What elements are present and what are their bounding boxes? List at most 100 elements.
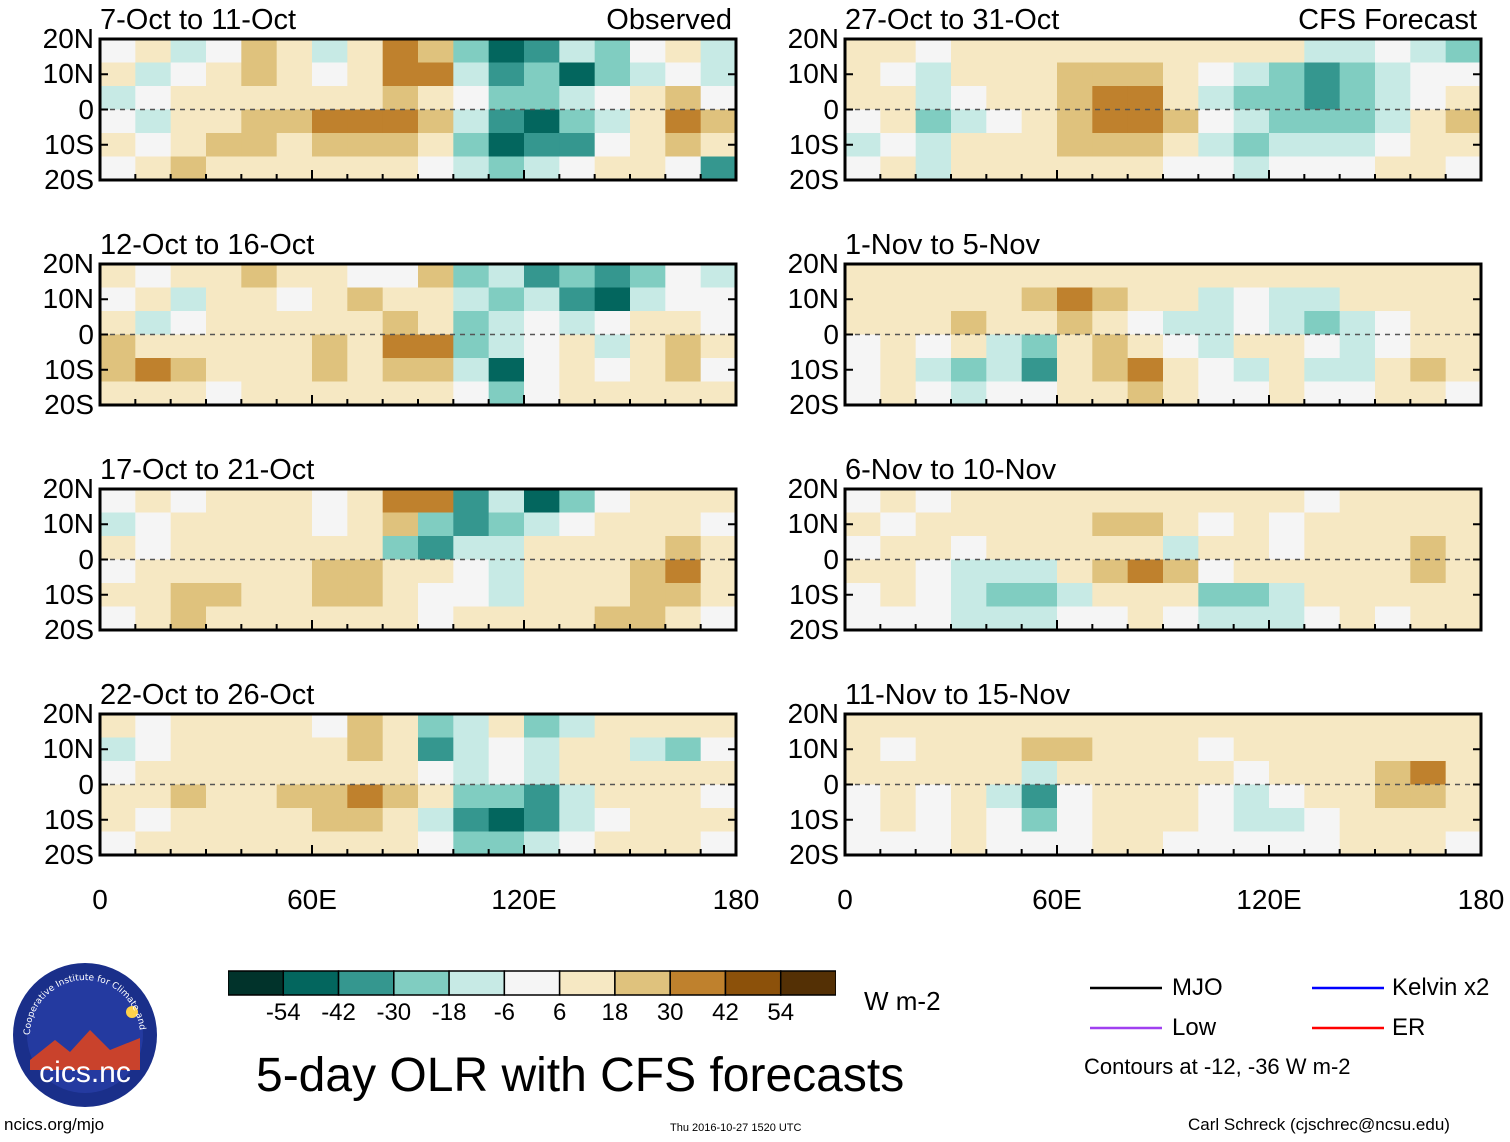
olr-cell [1339,489,1376,514]
olr-cell [665,737,702,762]
lat-label: 10N [787,508,839,540]
olr-cell [1410,737,1447,762]
olr-cell [1410,358,1447,383]
olr-cell [276,287,313,312]
olr-cell [312,737,348,762]
olr-cell [1057,714,1093,739]
olr-cell [418,39,454,64]
olr-cell [1233,311,1270,336]
olr-cell [1375,264,1411,289]
olr-cell [1304,264,1341,289]
lat-label: 0 [78,768,94,800]
olr-cell [312,133,348,158]
olr-cell [1198,737,1235,762]
olr-cell [1163,334,1199,359]
olr-cell [915,334,952,359]
olr-cell [1021,831,1058,856]
olr-cell [986,62,1023,87]
olr-cell [418,489,454,514]
colorbar-tick-label: 30 [656,999,684,1026]
olr-cell [1375,831,1411,856]
olr-cell [559,264,596,289]
olr-cell [915,133,952,158]
olr-cell [1092,489,1129,514]
olr-cell [880,109,917,134]
olr-cell [1163,86,1199,111]
olr-cell [382,39,419,64]
colorbar-swatch [779,970,836,996]
olr-cell [206,737,242,762]
olr-cell [1410,606,1447,631]
olr-cell [453,831,490,856]
olr-cell [986,583,1023,608]
footer-url[interactable]: ncics.org/mjo [4,1115,105,1134]
olr-cell [1410,761,1447,786]
olr-cell [1339,831,1376,856]
colorbar-swatch [337,970,395,996]
panel-title: 12-Oct to 16-Oct [100,229,315,261]
olr-cell [312,559,348,584]
olr-cell [347,489,384,514]
lat-label: 0 [823,768,839,800]
lon-label: 60E [287,884,337,915]
olr-cell [170,358,207,383]
olr-cell [665,489,702,514]
olr-cell [312,287,348,312]
olr-cell [488,39,525,64]
olr-cell [594,831,631,856]
colorbar-tick-label: 6 [552,999,567,1026]
olr-cell [1304,737,1341,762]
olr-cell [594,358,631,383]
olr-cell [1410,831,1447,856]
olr-cell [986,714,1023,739]
olr-cell [312,761,348,786]
olr-cell [453,489,490,514]
olr-cell [1375,536,1411,561]
olr-cell [1375,512,1411,537]
olr-cell [206,761,242,786]
olr-cell [880,489,917,514]
olr-cell [1163,381,1199,406]
olr-cell [347,583,384,608]
olr-cell [488,512,525,537]
logo-text: cics.nc [39,1056,131,1089]
olr-cell [135,606,172,631]
olr-cell [524,358,560,383]
olr-cell [1269,381,1305,406]
olr-cell [559,381,596,406]
lat-label: 10N [42,283,94,315]
olr-cell [347,62,384,87]
olr-cell [453,606,490,631]
olr-cell [594,784,631,809]
olr-cell [418,761,454,786]
colorbar-tick-label: -54 [265,999,301,1026]
olr-cell [276,311,313,336]
olr-cell [1410,156,1447,181]
olr-cell [1339,536,1376,561]
olr-cell [1127,808,1164,833]
lat-label: 20S [789,839,839,870]
olr-cell [170,808,207,833]
olr-cell [986,559,1023,584]
olr-cell [135,808,172,833]
olr-cell [594,606,631,631]
lat-label: 0 [78,93,94,125]
olr-cell [1269,784,1305,809]
olr-cell [880,761,917,786]
olr-cell [241,831,278,856]
olr-cell [206,583,242,608]
olr-cell [382,156,419,181]
olr-cell [135,86,172,111]
olr-cell [951,559,987,584]
olr-cell [418,133,454,158]
olr-cell [1057,156,1093,181]
map-panel-1 [98,37,738,182]
olr-cell [1445,334,1482,359]
olr-cell [1445,714,1482,739]
olr-cell [1057,606,1093,631]
olr-cell [206,334,242,359]
olr-cell [1269,86,1305,111]
olr-cell [382,133,419,158]
olr-cell [880,358,917,383]
olr-cell [700,536,737,561]
